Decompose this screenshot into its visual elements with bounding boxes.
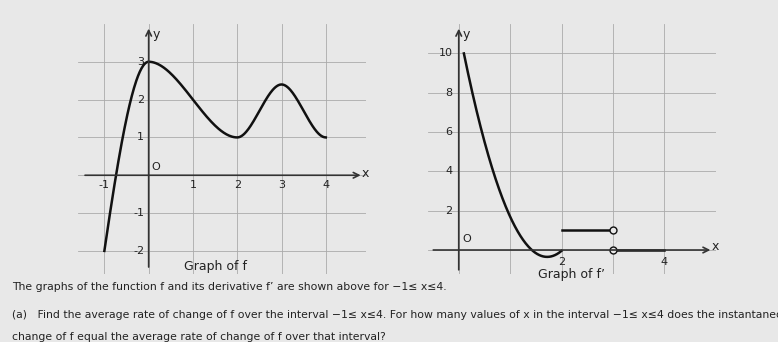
Text: 4: 4 <box>661 257 668 267</box>
Text: -1: -1 <box>99 180 110 190</box>
Text: y: y <box>463 28 470 41</box>
Text: 2: 2 <box>558 257 565 267</box>
Text: (a)   Find the average rate of change of f over the interval −1≤ x≤4. For how ma: (a) Find the average rate of change of f… <box>12 310 778 319</box>
Text: Graph of f: Graph of f <box>184 260 247 273</box>
Text: 4: 4 <box>446 166 453 176</box>
Text: O: O <box>152 162 160 172</box>
Text: x: x <box>712 240 719 253</box>
Text: 8: 8 <box>446 88 453 98</box>
Text: 3: 3 <box>137 57 144 67</box>
Text: O: O <box>462 234 471 244</box>
Text: Graph of f’: Graph of f’ <box>538 268 605 281</box>
Text: 2: 2 <box>137 95 144 105</box>
Text: 4: 4 <box>322 180 329 190</box>
Text: y: y <box>152 28 159 41</box>
Text: The graphs of the function f and its derivative f’ are shown above for −1≤ x≤4.: The graphs of the function f and its der… <box>12 282 447 292</box>
Text: 10: 10 <box>439 49 453 58</box>
Text: 6: 6 <box>446 127 453 137</box>
Text: 2: 2 <box>233 180 241 190</box>
Text: change of f equal the average rate of change of f over that interval?: change of f equal the average rate of ch… <box>12 332 385 342</box>
Text: 2: 2 <box>446 206 453 216</box>
Text: 1: 1 <box>190 180 196 190</box>
Text: 3: 3 <box>278 180 285 190</box>
Text: 1: 1 <box>137 132 144 142</box>
Text: -2: -2 <box>133 246 144 256</box>
Text: x: x <box>362 167 370 180</box>
Text: -1: -1 <box>133 208 144 218</box>
